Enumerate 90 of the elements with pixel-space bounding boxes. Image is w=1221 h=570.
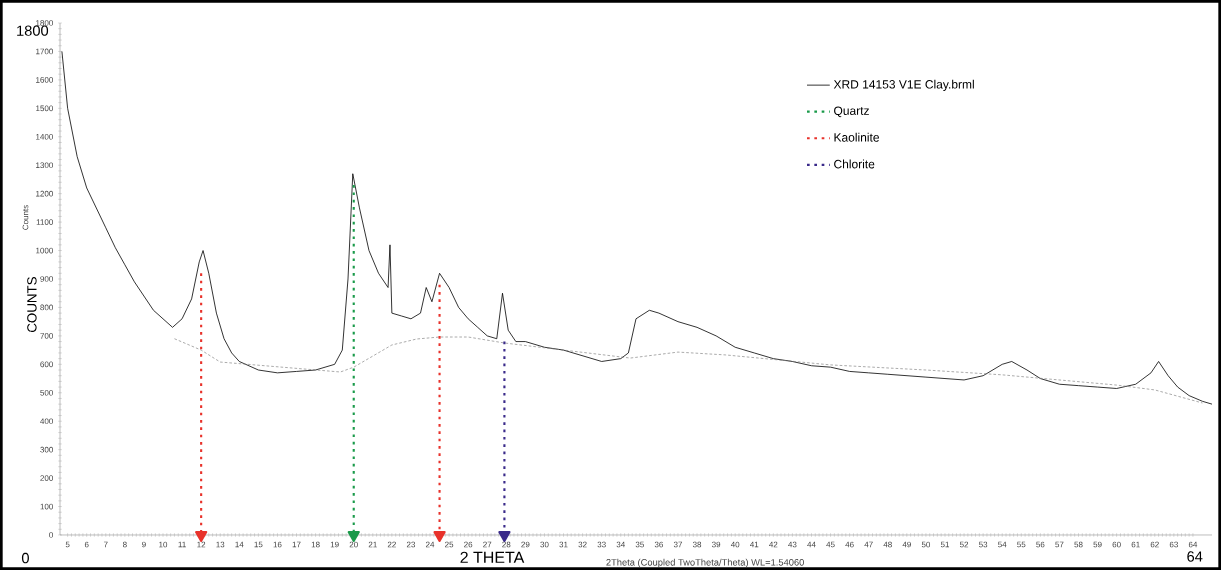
x-tick-label: 25: [445, 541, 454, 548]
x-tick-label: 21: [368, 541, 377, 548]
x-tick-label: 46: [845, 541, 854, 548]
x-tick-label: 6: [84, 541, 89, 548]
y-tick-label: 600: [40, 361, 53, 368]
y-axis-title: COUNTS: [27, 277, 37, 333]
x-tick-label: 33: [597, 541, 606, 548]
x-tick-label: 64: [1188, 541, 1198, 548]
x-tick-label: 39: [711, 541, 721, 548]
x-tick-label: 43: [788, 541, 797, 548]
x-tick-label: 56: [1036, 541, 1045, 548]
x-tick-label: 42: [769, 541, 778, 548]
x-tick-label: 8: [122, 541, 127, 548]
legend-label: Quartz: [834, 106, 869, 118]
y-tick-label: 1100: [36, 219, 53, 225]
x-tick-label: 35: [635, 541, 644, 548]
x-tick-label: 22: [387, 541, 396, 548]
x-tick-label: 40: [730, 541, 740, 548]
x-tick-label: 12: [197, 541, 206, 548]
x-tick-label: 44: [807, 541, 816, 548]
y-tick-label: 500: [40, 389, 53, 396]
x-tick-label: 50: [921, 541, 931, 548]
y-tick-label: 1700: [36, 48, 53, 55]
x-tick-label: 13: [216, 541, 225, 548]
x-tick-label: 11: [178, 541, 186, 548]
x-tick-label: 52: [959, 541, 969, 548]
x-tick-label: 28: [502, 541, 511, 548]
line-series: [174, 336, 1203, 404]
x-tick-label: 41: [750, 541, 759, 548]
x-tick-label: 36: [654, 541, 663, 548]
y-tick-label: 700: [40, 333, 53, 339]
x-tick-label: 26: [464, 541, 473, 548]
x-tick-label: 27: [483, 541, 492, 548]
text: 64: [1187, 551, 1203, 562]
y-tick-label: 1600: [36, 77, 53, 83]
x-tick-label: 49: [902, 541, 911, 548]
y-tick-label: 1200: [36, 190, 53, 197]
x-tick-label: 59: [1093, 541, 1102, 548]
y-tick-label: 1800: [36, 20, 53, 26]
x-tick-label: 29: [521, 541, 530, 548]
x-tick-label: 32: [578, 541, 587, 548]
x-tick-label: 16: [273, 541, 282, 548]
x-tick-label: 51: [940, 541, 950, 548]
x-tick-label: 38: [692, 541, 702, 548]
x-axis-title: 2 THETA: [460, 551, 525, 563]
x-tick-label: 30: [540, 541, 549, 548]
y-tick-label: 0: [49, 532, 53, 538]
x-tick-label: 62: [1150, 541, 1159, 548]
y-tick-label: 1000: [36, 247, 53, 254]
x-tick-label: 47: [864, 541, 873, 548]
x-tick-label: 14: [235, 541, 244, 548]
x-tick-label: 10: [159, 541, 168, 548]
x-tick-label: 20: [349, 541, 358, 548]
x-tick-label: 37: [673, 541, 683, 548]
x-tick-label: 58: [1074, 541, 1083, 548]
text: 0: [21, 552, 29, 564]
y-tick-label: 800: [40, 304, 53, 311]
x-tick-label: 34: [616, 541, 625, 548]
y-tick-label: 900: [40, 276, 53, 282]
y-tick-label: 1500: [36, 105, 53, 112]
x-tick-label: 23: [406, 541, 416, 548]
x-tick-label: 55: [1017, 541, 1026, 548]
x-tick-label: 5: [65, 541, 70, 548]
y-tick-label: 400: [40, 418, 53, 425]
x-tick-label: 19: [330, 541, 339, 548]
x-tick-label: 63: [1169, 541, 1178, 548]
x-tick-label: 18: [311, 541, 320, 548]
y-tick-label: 1400: [36, 133, 53, 140]
x-tick-label: 7: [103, 541, 108, 548]
x-tick-label: 31: [559, 541, 568, 548]
y-tick-label: 100: [40, 503, 53, 510]
x-tick-label: 9: [142, 541, 146, 548]
y-tick-label: 300: [40, 446, 53, 453]
x-tick-label: 15: [254, 541, 263, 548]
legend-label: XRD 14153 V1E Clay.brml: [833, 79, 974, 91]
text: Counts: [22, 205, 29, 230]
x-tick-label: 60: [1112, 541, 1121, 548]
x-tick-label: 48: [883, 541, 892, 548]
y-tick-label: 1300: [36, 162, 53, 169]
text: 2Theta (Coupled TwoTheta/Theta) WL=1.54060: [606, 558, 804, 568]
x-tick-label: 54: [998, 541, 1007, 548]
y-tick-label: 200: [40, 475, 53, 481]
x-tick-label: 53: [978, 541, 988, 548]
x-tick-label: 61: [1131, 541, 1140, 548]
x-tick-label: 45: [826, 541, 835, 548]
legend-label: Chlorite: [834, 159, 875, 169]
legend-label: Kaolinite: [834, 132, 879, 142]
x-tick-label: 17: [292, 541, 301, 548]
x-tick-label: 57: [1055, 541, 1064, 548]
x-tick-label: 24: [425, 541, 435, 548]
